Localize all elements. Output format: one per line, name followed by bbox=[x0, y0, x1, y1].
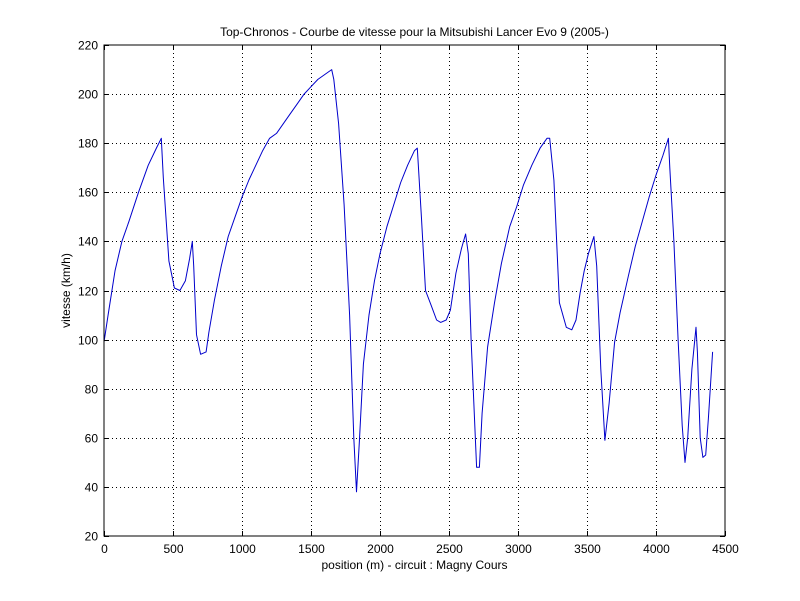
series-layer bbox=[103, 69, 714, 493]
axes-box bbox=[103, 44, 726, 537]
x-tick-label: 4500 bbox=[712, 542, 739, 556]
chart-title: Top-Chronos - Courbe de vitesse pour la … bbox=[220, 25, 609, 39]
y-tick-label: 180 bbox=[78, 137, 98, 151]
x-axis-ticks: 0 500 1000 1500 2000 2500 3000 3500 4000 4500 bbox=[101, 45, 739, 556]
x-tick-label: 1500 bbox=[298, 542, 325, 556]
x-tick-label: 2500 bbox=[436, 542, 463, 556]
y-tick-label: 80 bbox=[85, 383, 99, 397]
x-axis-label: position (m) - circuit : Magny Cours bbox=[321, 558, 507, 572]
x-tick-label: 3000 bbox=[505, 542, 532, 556]
y-tick-label: 200 bbox=[78, 88, 98, 102]
x-tick-label: 3500 bbox=[574, 542, 601, 556]
y-axis-label: vitesse (km/h) bbox=[59, 253, 73, 328]
x-tick-label: 2000 bbox=[367, 542, 394, 556]
y-tick-label: 160 bbox=[78, 186, 98, 200]
y-axis-ticks: 20 40 60 80 100 120 140 160 180 200 220 bbox=[78, 39, 725, 544]
y-tick-label: 120 bbox=[78, 285, 98, 299]
y-tick-label: 220 bbox=[78, 39, 98, 53]
x-tick-label: 1000 bbox=[229, 542, 256, 556]
plot-area bbox=[104, 45, 725, 536]
y-tick-label: 100 bbox=[78, 334, 98, 348]
y-tick-label: 60 bbox=[85, 432, 99, 446]
y-tick-label: 140 bbox=[78, 235, 98, 249]
x-tick-label: 0 bbox=[101, 542, 108, 556]
x-tick-label: 500 bbox=[163, 542, 183, 556]
y-tick-label: 20 bbox=[85, 530, 99, 544]
x-tick-label: 4000 bbox=[643, 542, 670, 556]
speed-series-line bbox=[103, 69, 714, 493]
y-tick-label: 40 bbox=[85, 481, 99, 495]
